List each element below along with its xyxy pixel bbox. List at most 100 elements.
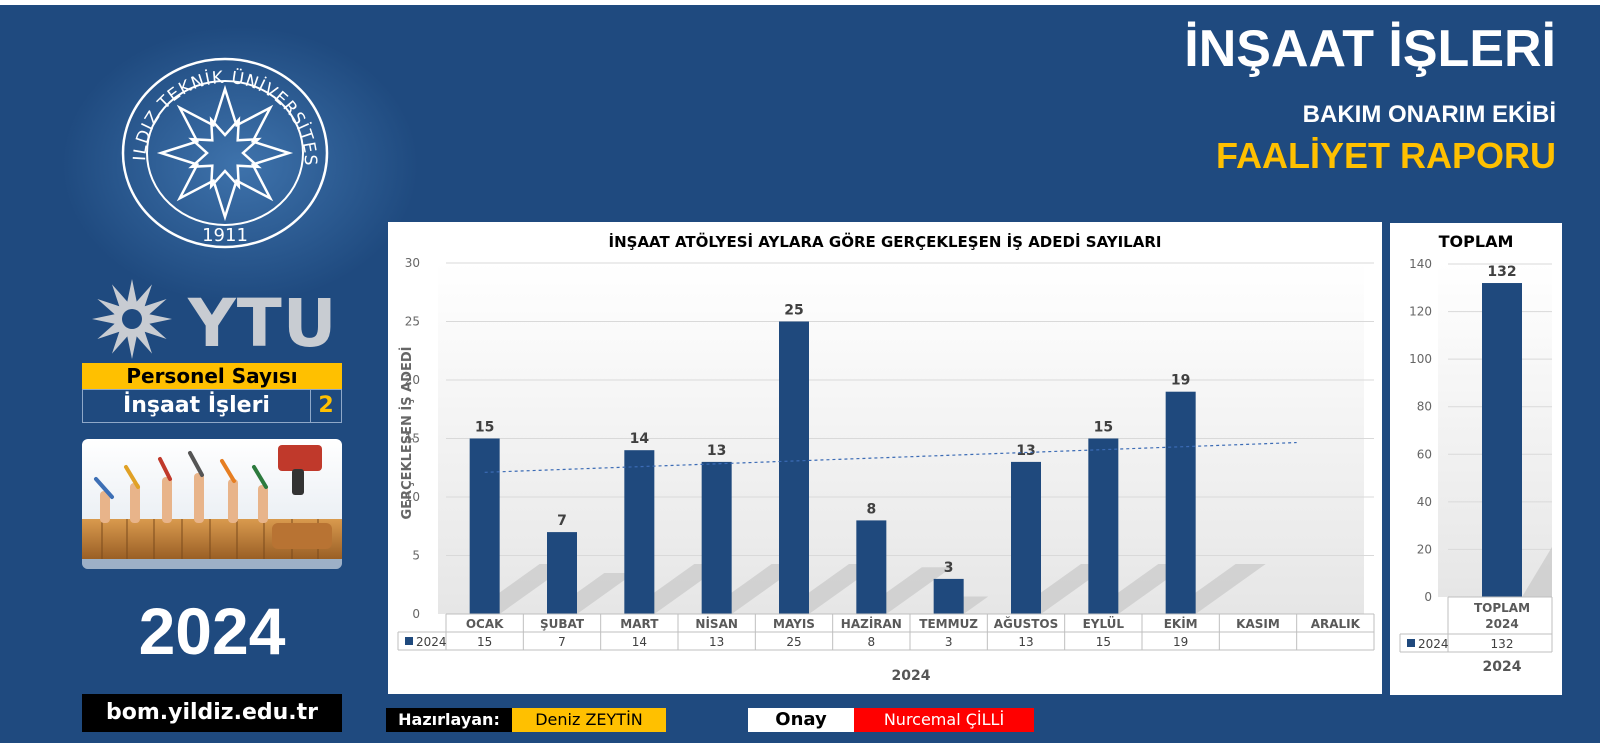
- prepared-by: Hazırlayan: Deniz ZEYTİN: [386, 708, 666, 732]
- table-value: 8: [868, 635, 876, 649]
- table-value: 15: [1096, 635, 1111, 649]
- y-tick-label: 15: [405, 432, 420, 446]
- x-tick-label: EYLÜL: [1083, 616, 1125, 631]
- prepared-label: Hazırlayan:: [386, 708, 512, 732]
- x-tick-label: NİSAN: [695, 616, 737, 631]
- ytu-wordmark: YTU: [188, 285, 338, 362]
- x-tick-label: MAYIS: [773, 617, 815, 631]
- bar-data-label: 7: [557, 513, 567, 529]
- bar-data-label: 15: [475, 420, 494, 436]
- bar-data-label: 19: [1171, 373, 1190, 389]
- bar-data-label: 13: [1016, 443, 1035, 459]
- x-tick-label: OCAK: [466, 617, 504, 631]
- y-tick-label: 40: [1417, 495, 1432, 509]
- x-tick-label: KASIM: [1236, 617, 1280, 631]
- bar-ağustos: [1011, 461, 1041, 614]
- table-value: 13: [1018, 635, 1033, 649]
- x-axis-label: 2024: [892, 668, 931, 684]
- y-tick-label: 120: [1409, 305, 1432, 319]
- bar-mayis: [779, 321, 809, 614]
- personel-count: 2: [318, 393, 334, 418]
- university-seal-icon: YILDIZ TEKNİK ÜNİVERSİTESİ 1911: [112, 55, 329, 249]
- table-value: 25: [786, 635, 801, 649]
- personel-box: Personel Sayısı İnşaat İşleri 2: [82, 363, 342, 423]
- bar-ocak: [469, 438, 500, 614]
- personel-row: İnşaat İşleri 2: [82, 389, 342, 423]
- table-value: 3: [945, 635, 953, 649]
- ytu-logo-star-icon: [92, 279, 172, 359]
- seal-year: 1911: [202, 225, 248, 246]
- bar-data-label: 13: [707, 443, 726, 459]
- y-tick-label: 25: [405, 315, 420, 329]
- x-tick-label: TEMMUZ: [919, 617, 978, 631]
- bar-temmuz: [933, 578, 964, 614]
- page-title: İNŞAAT İŞLERİ: [1184, 20, 1556, 78]
- approval-name: Nurcemal ÇİLLİ: [854, 708, 1034, 732]
- y-tick-label: 80: [1417, 400, 1432, 414]
- table-value: 7: [558, 635, 566, 649]
- total-chart-panel: TOPLAM 0 20 40 60 80 100 120 140 132 TOPLAM 2024…: [1390, 223, 1562, 695]
- y-tick-label: 140: [1409, 257, 1432, 271]
- y-tick-label: 60: [1417, 447, 1432, 461]
- total-chart-title: TOPLAM: [1439, 232, 1514, 251]
- x-tick-label: MART: [620, 617, 659, 631]
- legend-swatch: [405, 637, 413, 645]
- x-tick-label-line1: TOPLAM: [1474, 601, 1530, 615]
- y-tick-label: 20: [1417, 542, 1432, 556]
- bar-data-label: 3: [944, 560, 954, 576]
- bar-shadow: [1522, 547, 1552, 597]
- personel-unit: İnşaat İşleri: [83, 390, 311, 422]
- y-tick-label: 100: [1409, 352, 1432, 366]
- y-tick-label: 30: [405, 256, 420, 270]
- legend-series-name: 2024: [416, 635, 447, 649]
- bar-eki̇m: [1165, 391, 1196, 614]
- construction-tools-image: [82, 439, 342, 569]
- y-tick-label: 20: [405, 373, 420, 387]
- table-value: 13: [709, 635, 724, 649]
- bar-data-label: 14: [630, 431, 650, 447]
- bar-mart: [624, 450, 655, 614]
- report-year: 2024: [138, 594, 286, 668]
- legend-series-name: 2024: [1418, 637, 1449, 651]
- x-tick-label: ŞUBAT: [540, 617, 585, 631]
- x-tick-label: HAZİRAN: [841, 616, 902, 631]
- monthly-bar-chart: İNŞAAT ATÖLYESİ AYLARA GÖRE GERÇEKLEŞEN …: [397, 232, 1375, 684]
- bar-ni̇san: [701, 461, 732, 614]
- page-subtitle: BAKIM ONARIM EKİBİ: [1302, 101, 1556, 128]
- monthly-chart-panel: İNŞAAT ATÖLYESİ AYLARA GÖRE GERÇEKLEŞEN …: [388, 222, 1382, 694]
- bar-hazi̇ran: [856, 520, 887, 614]
- y-tick-label: 0: [412, 607, 420, 621]
- total-bar-chart: TOPLAM 0 20 40 60 80 100 120 140 132 TOPLAM 2024…: [1399, 232, 1553, 675]
- approval: Onay Nurcemal ÇİLLİ: [748, 708, 1034, 732]
- table-value: 19: [1173, 635, 1188, 649]
- bar-eylül: [1088, 438, 1119, 614]
- bar-data-label: 132: [1487, 264, 1516, 280]
- report-heading: FAALİYET RAPORU: [1215, 135, 1556, 176]
- bar-data-label: 25: [784, 303, 803, 319]
- total-x-axis-label: 2024: [1483, 659, 1522, 675]
- bar-data-label: 8: [866, 501, 876, 517]
- x-tick-label: ARALIK: [1311, 617, 1361, 631]
- table-value: 14: [632, 635, 647, 649]
- table-value: 15: [477, 635, 492, 649]
- seal-text: YILDIZ TEKNİK ÜNİVERSİTESİ: [112, 55, 319, 167]
- y-tick-label: 0: [1424, 590, 1432, 604]
- prepared-name: Deniz ZEYTİN: [512, 708, 666, 732]
- y-axis-label: GERÇEKLEŞEN İŞ ADEDİ: [399, 347, 415, 520]
- website-link[interactable]: bom.yildiz.edu.tr: [82, 694, 342, 732]
- y-tick-label: 10: [405, 490, 420, 504]
- bar-data-label: 15: [1094, 420, 1113, 436]
- svg-text:YILDIZ TEKNİK ÜNİVERSİTESİ: YILDIZ TEKNİK ÜNİVERSİTESİ: [112, 55, 320, 167]
- bar-total: [1482, 283, 1522, 597]
- chart-title: İNŞAAT ATÖLYESİ AYLARA GÖRE GERÇEKLEŞEN …: [609, 232, 1162, 251]
- table-value: 132: [1491, 637, 1514, 651]
- report-background: YILDIZ TEKNİK ÜNİVERSİTESİ 1911 YTU Pers…: [0, 5, 1600, 743]
- approval-label: Onay: [748, 708, 854, 732]
- personel-heading: Personel Sayısı: [82, 363, 342, 389]
- legend-swatch: [1407, 639, 1415, 647]
- x-tick-label-line2: 2024: [1485, 617, 1518, 631]
- x-tick-label: AĞUSTOS: [994, 616, 1059, 631]
- x-tick-label: EKİM: [1164, 616, 1198, 631]
- bar-şubat: [547, 532, 577, 614]
- y-tick-label: 5: [412, 549, 420, 563]
